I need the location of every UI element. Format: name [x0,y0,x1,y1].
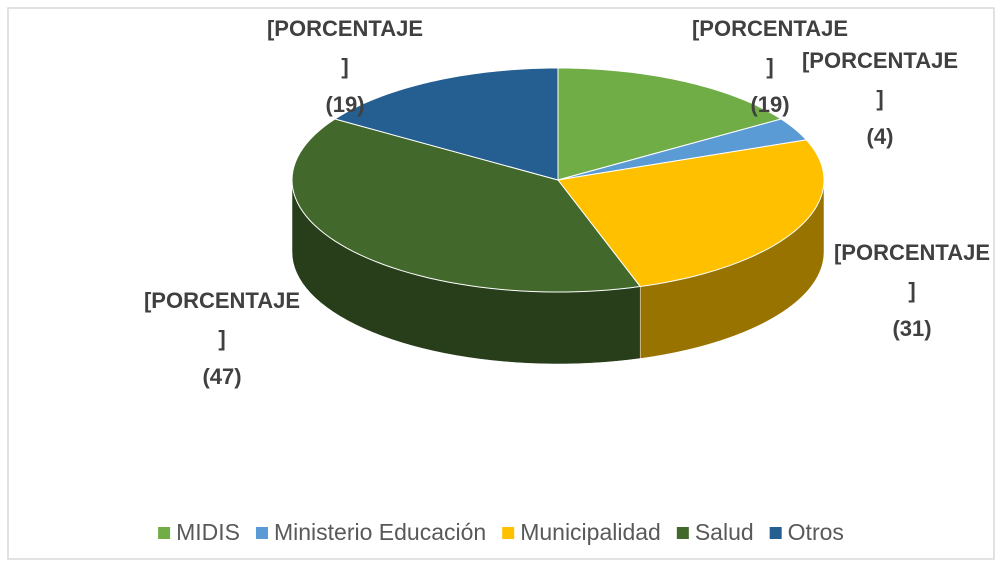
data-label: (19) [325,92,364,117]
slice [557,139,825,288]
slice [557,118,808,181]
data-label-placeholder: [PORCENTAJE [267,16,423,41]
data-label-placeholder: ] [908,278,915,303]
data-label-placeholder: ] [341,54,348,79]
legend-swatch [769,527,782,539]
slice [557,67,783,181]
data-label: (4) [867,124,894,149]
legend-label: MIDIS [176,519,240,545]
legend-swatch [676,527,689,539]
legend-swatch [255,527,268,539]
data-label-placeholder: ] [766,54,773,79]
data-label-placeholder: [PORCENTAJE [834,240,990,265]
data-label: (19) [750,92,789,117]
data-label-placeholder: ] [876,86,883,111]
data-label-placeholder: ] [218,326,225,351]
legend-label: Ministerio Educación [274,519,486,545]
data-label: (31) [892,316,931,341]
data-label-placeholder: [PORCENTAJE [144,288,300,313]
legend-label: Municipalidad [520,519,661,545]
legend-label: Salud [695,519,754,545]
legend-swatch [502,527,515,539]
slice [291,118,642,293]
legend-label: Otros [788,519,844,545]
slice [333,67,559,181]
legend-swatch [158,527,171,539]
data-label-placeholder: [PORCENTAJE [802,48,958,73]
data-label-placeholder: [PORCENTAJE [692,16,848,41]
data-label: (47) [202,364,241,389]
